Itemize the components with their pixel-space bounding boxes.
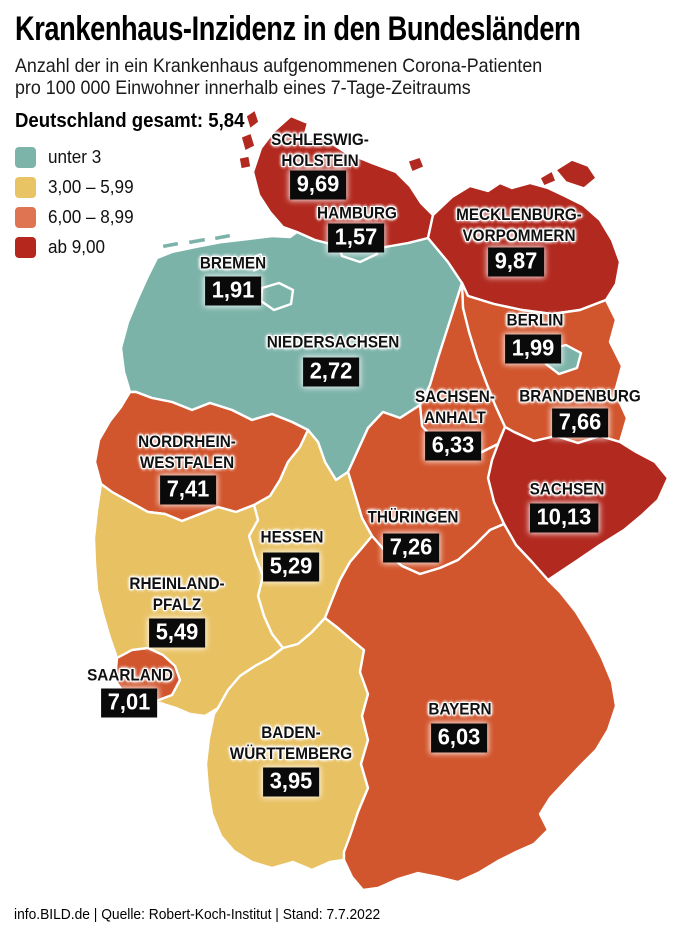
value-badge-thueringen: 7,26 (383, 533, 439, 563)
state-label-brandenburg: BRANDENBURG (519, 386, 641, 406)
state-label-bayern: BAYERN (428, 699, 492, 719)
state-label-berlin: BERLIN (506, 310, 564, 330)
state-label-hamburg: HAMBURG (317, 203, 397, 223)
page-title: Krankenhaus-Inzidenz in den Bundesländer… (15, 10, 581, 48)
legend-item-1: 3,00 – 5,99 (15, 177, 138, 198)
value-badge-bayern: 6,03 (431, 723, 487, 753)
value-badge-baden-wuerttemberg: 3,95 (263, 767, 319, 797)
island-fehmarn (407, 156, 425, 173)
island-ruegen (555, 159, 597, 189)
source-line: info.BILD.de | Quelle: Robert-Koch-Insti… (14, 906, 381, 923)
value-badge-bremen: 1,91 (205, 276, 261, 306)
legend: unter 3 3,00 – 5,99 6,00 – 8,99 ab 9,00 (15, 147, 138, 267)
legend-label-3: ab 9,00 (48, 237, 106, 257)
state-label-nordrhein-westfalen: NORDRHEIN- WESTFALEN (138, 432, 236, 472)
state-shape-bayern (323, 522, 618, 892)
state-label-hessen: HESSEN (260, 527, 324, 547)
value-badge-rheinland-pfalz: 5,49 (149, 618, 205, 648)
island-amrum (240, 132, 256, 152)
legend-swatch-3 (15, 237, 36, 258)
state-label-sachsen-anhalt: SACHSEN- ANHALT (415, 387, 495, 427)
state-label-sachsen: SACHSEN (529, 479, 605, 499)
value-badge-nordrhein-westfalen: 7,41 (160, 475, 216, 505)
value-badge-berlin: 1,99 (505, 334, 561, 364)
island-frisian-3 (213, 232, 232, 242)
value-badge-brandenburg: 7,66 (552, 408, 608, 438)
subtitle-line2: pro 100 000 Einwohner innerhalb eines 7-… (15, 78, 471, 99)
state-label-saarland: SAARLAND (87, 665, 173, 685)
legend-label-2: 6,00 – 8,99 (48, 207, 134, 227)
legend-item-0: unter 3 (15, 147, 138, 168)
value-badge-mecklenburg-vorpommern: 9,87 (488, 247, 544, 277)
legend-swatch-1 (15, 177, 36, 198)
germany-total: Deutschland gesamt: 5,84 (15, 110, 245, 132)
state-label-niedersachsen: NIEDERSACHSEN (266, 332, 400, 352)
state-label-baden-wuerttemberg: BADEN- WÜRTTEMBERG (229, 723, 353, 763)
state-label-thueringen: THÜRINGEN (367, 507, 459, 527)
value-badge-hessen: 5,29 (263, 552, 319, 582)
legend-swatch-2 (15, 207, 36, 228)
subtitle-line1: Anzahl der in ein Krankenhaus aufgenomme… (15, 56, 543, 77)
value-badge-sachsen: 10,13 (530, 503, 598, 533)
value-badge-saarland: 7,01 (101, 688, 157, 718)
legend-label-1: 3,00 – 5,99 (48, 177, 134, 197)
island-frisian-2 (187, 236, 207, 246)
state-label-mecklenburg-vorpommern: MECKLENBURG- VORPOMMERN (456, 205, 582, 245)
island-frisian-1 (161, 240, 180, 250)
value-badge-niedersachsen: 2,72 (303, 357, 359, 387)
island-pellworm (238, 155, 252, 170)
island-sylt (245, 109, 260, 130)
value-badge-schleswig-holstein: 9,69 (290, 170, 346, 200)
value-badge-hamburg: 1,57 (328, 223, 384, 253)
state-label-rheinland-pfalz: RHEINLAND- PFALZ (129, 574, 225, 614)
state-shape-bremerhaven (249, 253, 266, 272)
legend-label-0: unter 3 (48, 147, 102, 167)
legend-item-3: ab 9,00 (15, 237, 138, 258)
legend-swatch-0 (15, 147, 36, 168)
state-label-schleswig-holstein: SCHLESWIG- HOLSTEIN (271, 130, 369, 170)
header: Krankenhaus-Inzidenz in den Bundesländer… (15, 10, 655, 100)
state-label-bremen: BREMEN (199, 253, 267, 273)
island-hiddensee (539, 170, 557, 187)
state-shape-bremen (259, 281, 295, 312)
value-badge-sachsen-anhalt: 6,33 (425, 431, 481, 461)
legend-item-2: 6,00 – 8,99 (15, 207, 138, 228)
